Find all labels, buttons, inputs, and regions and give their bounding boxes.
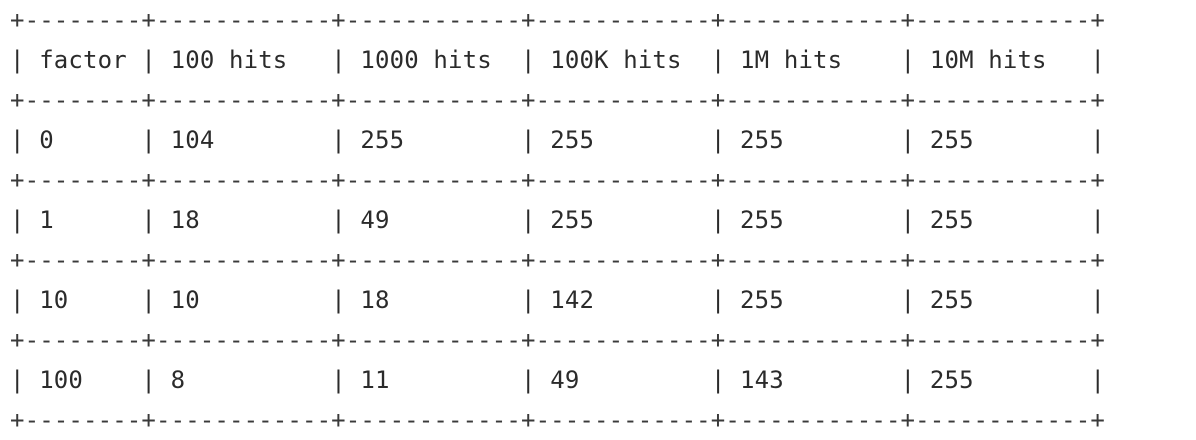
table-cell: 49 (535, 366, 711, 394)
table-cell: 100 (24, 366, 142, 394)
table-row: | 1 | 18 | 49 | 255 | 255 | 255 | (10, 206, 1106, 234)
table-cell: 142 (535, 286, 711, 314)
table-cell: 255 (725, 206, 901, 234)
table-row: | 0 | 104 | 255 | 255 | 255 | 255 | (10, 126, 1106, 154)
table-header-cell: 1000 hits (345, 46, 522, 74)
table-cell: 255 (725, 126, 901, 154)
table-cell: 10 (156, 286, 332, 314)
table-cell: 255 (345, 126, 522, 154)
table-cell: 255 (535, 206, 711, 234)
table-cell: 11 (345, 366, 522, 394)
table-cell: 255 (915, 366, 1091, 394)
table-cell: 10 (24, 286, 142, 314)
table-border-line: +--------+------------+------------+----… (10, 326, 1105, 354)
table-cell: 104 (156, 126, 332, 154)
ascii-table: +--------+------------+------------+----… (10, 0, 1105, 440)
table-cell: 1 (24, 206, 142, 234)
table-cell: 255 (725, 286, 901, 314)
table-border-line: +--------+------------+------------+----… (10, 166, 1105, 194)
table-border-line: +--------+------------+------------+----… (10, 6, 1105, 34)
table-header-cell: factor (24, 46, 142, 74)
table-cell: 143 (725, 366, 901, 394)
table-cell: 255 (915, 286, 1091, 314)
table-cell: 0 (24, 126, 142, 154)
table-border-line: +--------+------------+------------+----… (10, 246, 1105, 274)
table-cell: 255 (535, 126, 711, 154)
table-border-line: +--------+------------+------------+----… (10, 86, 1105, 114)
table-cell: 255 (915, 126, 1091, 154)
table-row: | 10 | 10 | 18 | 142 | 255 | 255 | (10, 286, 1106, 314)
table-cell: 255 (915, 206, 1091, 234)
table-cell: 18 (345, 286, 522, 314)
table-cell: 49 (345, 206, 522, 234)
table-header-cell: 10M hits (915, 46, 1091, 74)
table-cell: 18 (156, 206, 332, 234)
table-header-cell: 1M hits (725, 46, 901, 74)
table-header-cell: 100K hits (535, 46, 711, 74)
table-cell: 8 (156, 366, 332, 394)
table-header-row: | factor | 100 hits | 1000 hits | 100K h… (10, 46, 1106, 74)
table-header-cell: 100 hits (156, 46, 332, 74)
table-row: | 100 | 8 | 11 | 49 | 143 | 255 | (10, 366, 1106, 394)
table-border-line: +--------+------------+------------+----… (10, 406, 1105, 434)
